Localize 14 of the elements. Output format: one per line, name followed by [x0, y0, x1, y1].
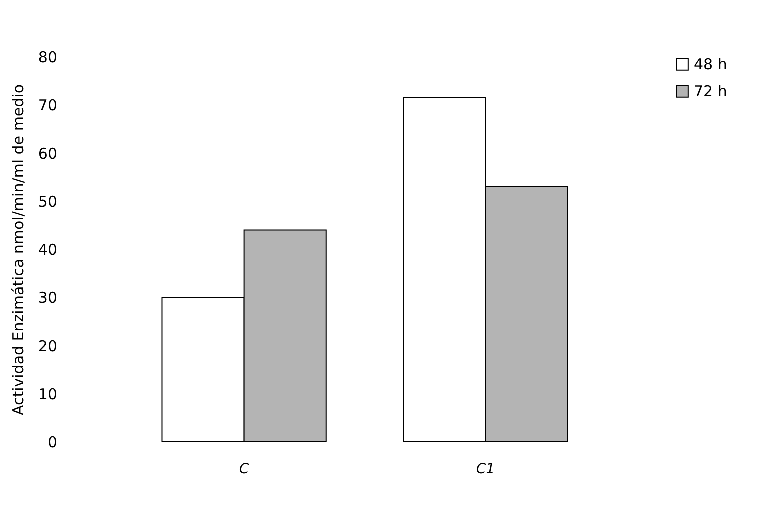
x-tick-label: C: [239, 462, 250, 478]
y-tick-label: 10: [38, 385, 58, 404]
legend-label: 72 h: [694, 82, 728, 100]
y-tick-label: 60: [38, 144, 58, 163]
y-tick-label: 30: [38, 289, 58, 308]
y-tick-label: 50: [38, 192, 58, 211]
y-tick-label: 80: [38, 48, 58, 66]
y-tick-label: 70: [38, 96, 58, 115]
y-tick-label: 0: [48, 434, 58, 452]
y-axis-title: Actividad Enzimática nmol/min/ml de medio: [9, 84, 28, 416]
legend-label: 48 h: [694, 56, 728, 74]
y-tick-label: 20: [38, 337, 58, 356]
x-tick-label: C1: [476, 462, 496, 478]
y-tick-label: 40: [38, 241, 58, 259]
